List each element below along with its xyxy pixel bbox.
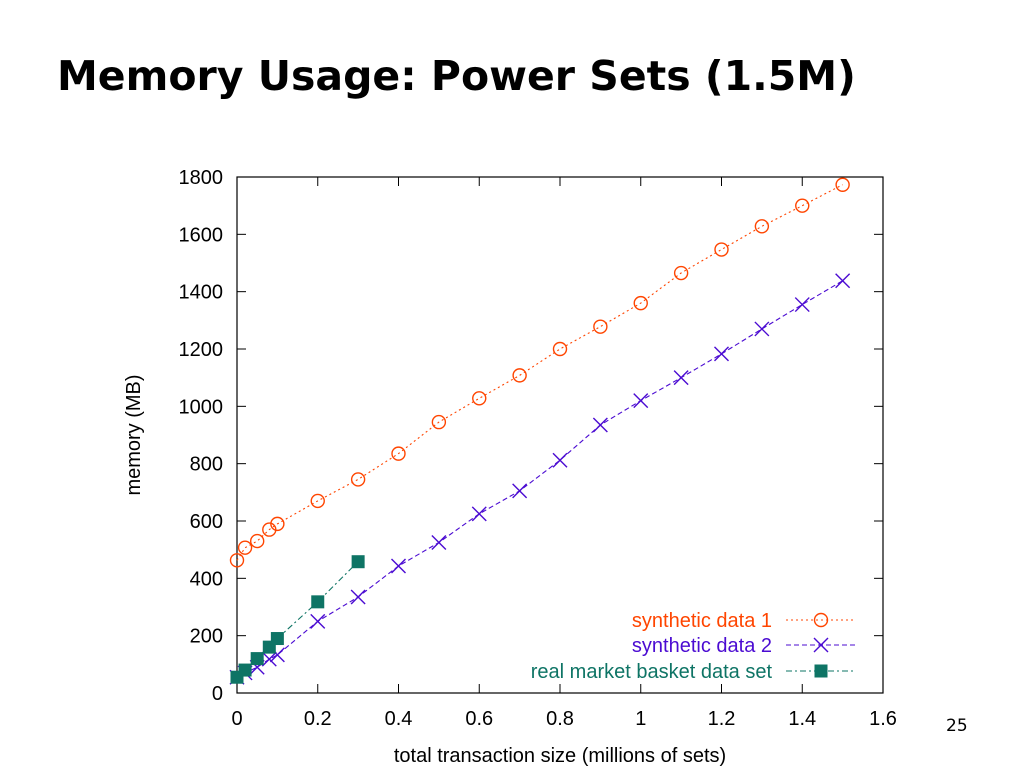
x-tick-label: 0.6 — [465, 708, 493, 730]
y-tick-label: 1000 — [179, 396, 224, 418]
y-tick-label: 800 — [190, 454, 223, 476]
slide-title: Memory Usage: Power Sets (1.5M) — [57, 52, 856, 100]
series-2-point — [794, 297, 810, 313]
series-2 — [229, 273, 851, 685]
series-2-point-stroke-b — [391, 558, 406, 574]
series-2-point-stroke-b — [592, 417, 608, 433]
series-1-point — [229, 553, 245, 568]
series-2-point-stroke-b — [261, 651, 277, 667]
y-tick-label: 0 — [212, 683, 223, 705]
series-2-point-stroke-b — [552, 452, 568, 468]
series-2-point — [633, 393, 649, 409]
x-axis-ticks: 0 0.2 0.4 0.6 0.8 1 1.2 1.4 1.6 — [231, 177, 897, 730]
series-1-point — [431, 414, 447, 430]
series-1-point — [391, 446, 406, 461]
y-tick-label: 1600 — [179, 224, 224, 246]
y-tick-label: 400 — [190, 568, 223, 590]
legend-marker — [813, 612, 829, 628]
series-3-point — [270, 632, 284, 646]
series-2-point-stroke-b — [310, 613, 326, 629]
y-tick-label: 1400 — [179, 282, 224, 304]
series-2-point — [754, 321, 770, 337]
legend: synthetic data 1 synthetic data 2 real mar… — [531, 610, 856, 683]
series-3-point — [250, 652, 264, 666]
y-tick-label: 200 — [190, 626, 223, 648]
series-2-point-stroke-b — [350, 589, 366, 605]
y-tick-label: 1200 — [179, 339, 224, 361]
x-tick-label: 1 — [635, 708, 646, 730]
series-1-point — [552, 341, 568, 357]
page-number: 25 — [946, 716, 968, 736]
series-1-point — [835, 177, 850, 192]
series-2-point — [673, 370, 689, 386]
y-axis-label: memory (MB) — [123, 374, 145, 495]
series-3-point — [351, 555, 365, 569]
series-3 — [230, 555, 365, 684]
series-2-point — [471, 506, 487, 522]
series-2-point-stroke-b — [835, 273, 851, 289]
series-2-point-stroke-b — [794, 297, 810, 313]
series-1-point — [249, 533, 265, 549]
series-2-point — [714, 346, 729, 362]
series-1-point — [270, 516, 285, 532]
x-tick-label: 0.4 — [385, 708, 413, 730]
x-axis-label: total transaction size (millions of sets… — [394, 745, 726, 767]
series-2-point-stroke-b — [471, 506, 487, 522]
x-tick-label: 0.8 — [546, 708, 574, 730]
series-2-point-stroke-b — [673, 370, 689, 386]
x-tick-label: 1.4 — [788, 708, 816, 730]
legend-marker — [814, 664, 828, 678]
series-1-point — [633, 295, 648, 311]
series-2-point — [391, 558, 406, 574]
series-1-point — [472, 391, 487, 406]
series-1-point — [593, 319, 608, 334]
series-1 — [229, 177, 850, 568]
x-tick-label: 1.6 — [869, 708, 897, 730]
series-3-point — [238, 663, 252, 677]
series-layer — [229, 177, 851, 685]
series-2-point — [512, 483, 528, 499]
legend-marker — [813, 637, 829, 653]
series-1-point — [714, 242, 729, 257]
series-2-point — [431, 535, 447, 550]
series-2-point — [261, 651, 277, 667]
series-1-point — [512, 368, 527, 383]
series-2-point — [835, 273, 851, 289]
series-3-point — [311, 595, 325, 609]
y-axis-ticks: 0 200 400 600 800 1000 1200 1400 1600 1800 — [179, 167, 883, 705]
x-tick-label: 1.2 — [708, 708, 736, 730]
series-2-point — [592, 417, 608, 433]
legend-label: synthetic data 2 — [632, 635, 772, 657]
x-tick-label: 0 — [231, 708, 242, 730]
series-2-point-stroke-b — [714, 346, 729, 362]
series-2-point-stroke-b — [431, 535, 447, 550]
series-2-point — [350, 589, 366, 605]
series-1-point — [673, 265, 689, 281]
series-2-point-stroke-b — [512, 483, 528, 499]
series-1-line — [236, 184, 843, 561]
legend-label: real market basket data set — [531, 661, 773, 683]
plot-frame-group — [236, 176, 884, 694]
series-1-point — [795, 198, 810, 213]
series-2-point — [552, 452, 568, 468]
series-2-point-stroke-b — [633, 393, 649, 409]
legend-marker-stroke-b — [813, 637, 829, 653]
series-1-point — [237, 540, 253, 555]
series-2-point-stroke-b — [754, 321, 770, 337]
y-tick-label: 1800 — [179, 167, 224, 189]
y-tick-label: 600 — [190, 511, 223, 533]
series-1-point — [310, 493, 325, 509]
legend-label: synthetic data 1 — [632, 610, 772, 632]
plot-frame — [236, 176, 884, 694]
series-2-point-stroke-b — [269, 647, 285, 663]
series-1-point — [754, 219, 770, 234]
series-2-point — [310, 613, 326, 629]
x-tick-label: 0.2 — [304, 708, 332, 730]
series-1-point — [350, 472, 366, 487]
